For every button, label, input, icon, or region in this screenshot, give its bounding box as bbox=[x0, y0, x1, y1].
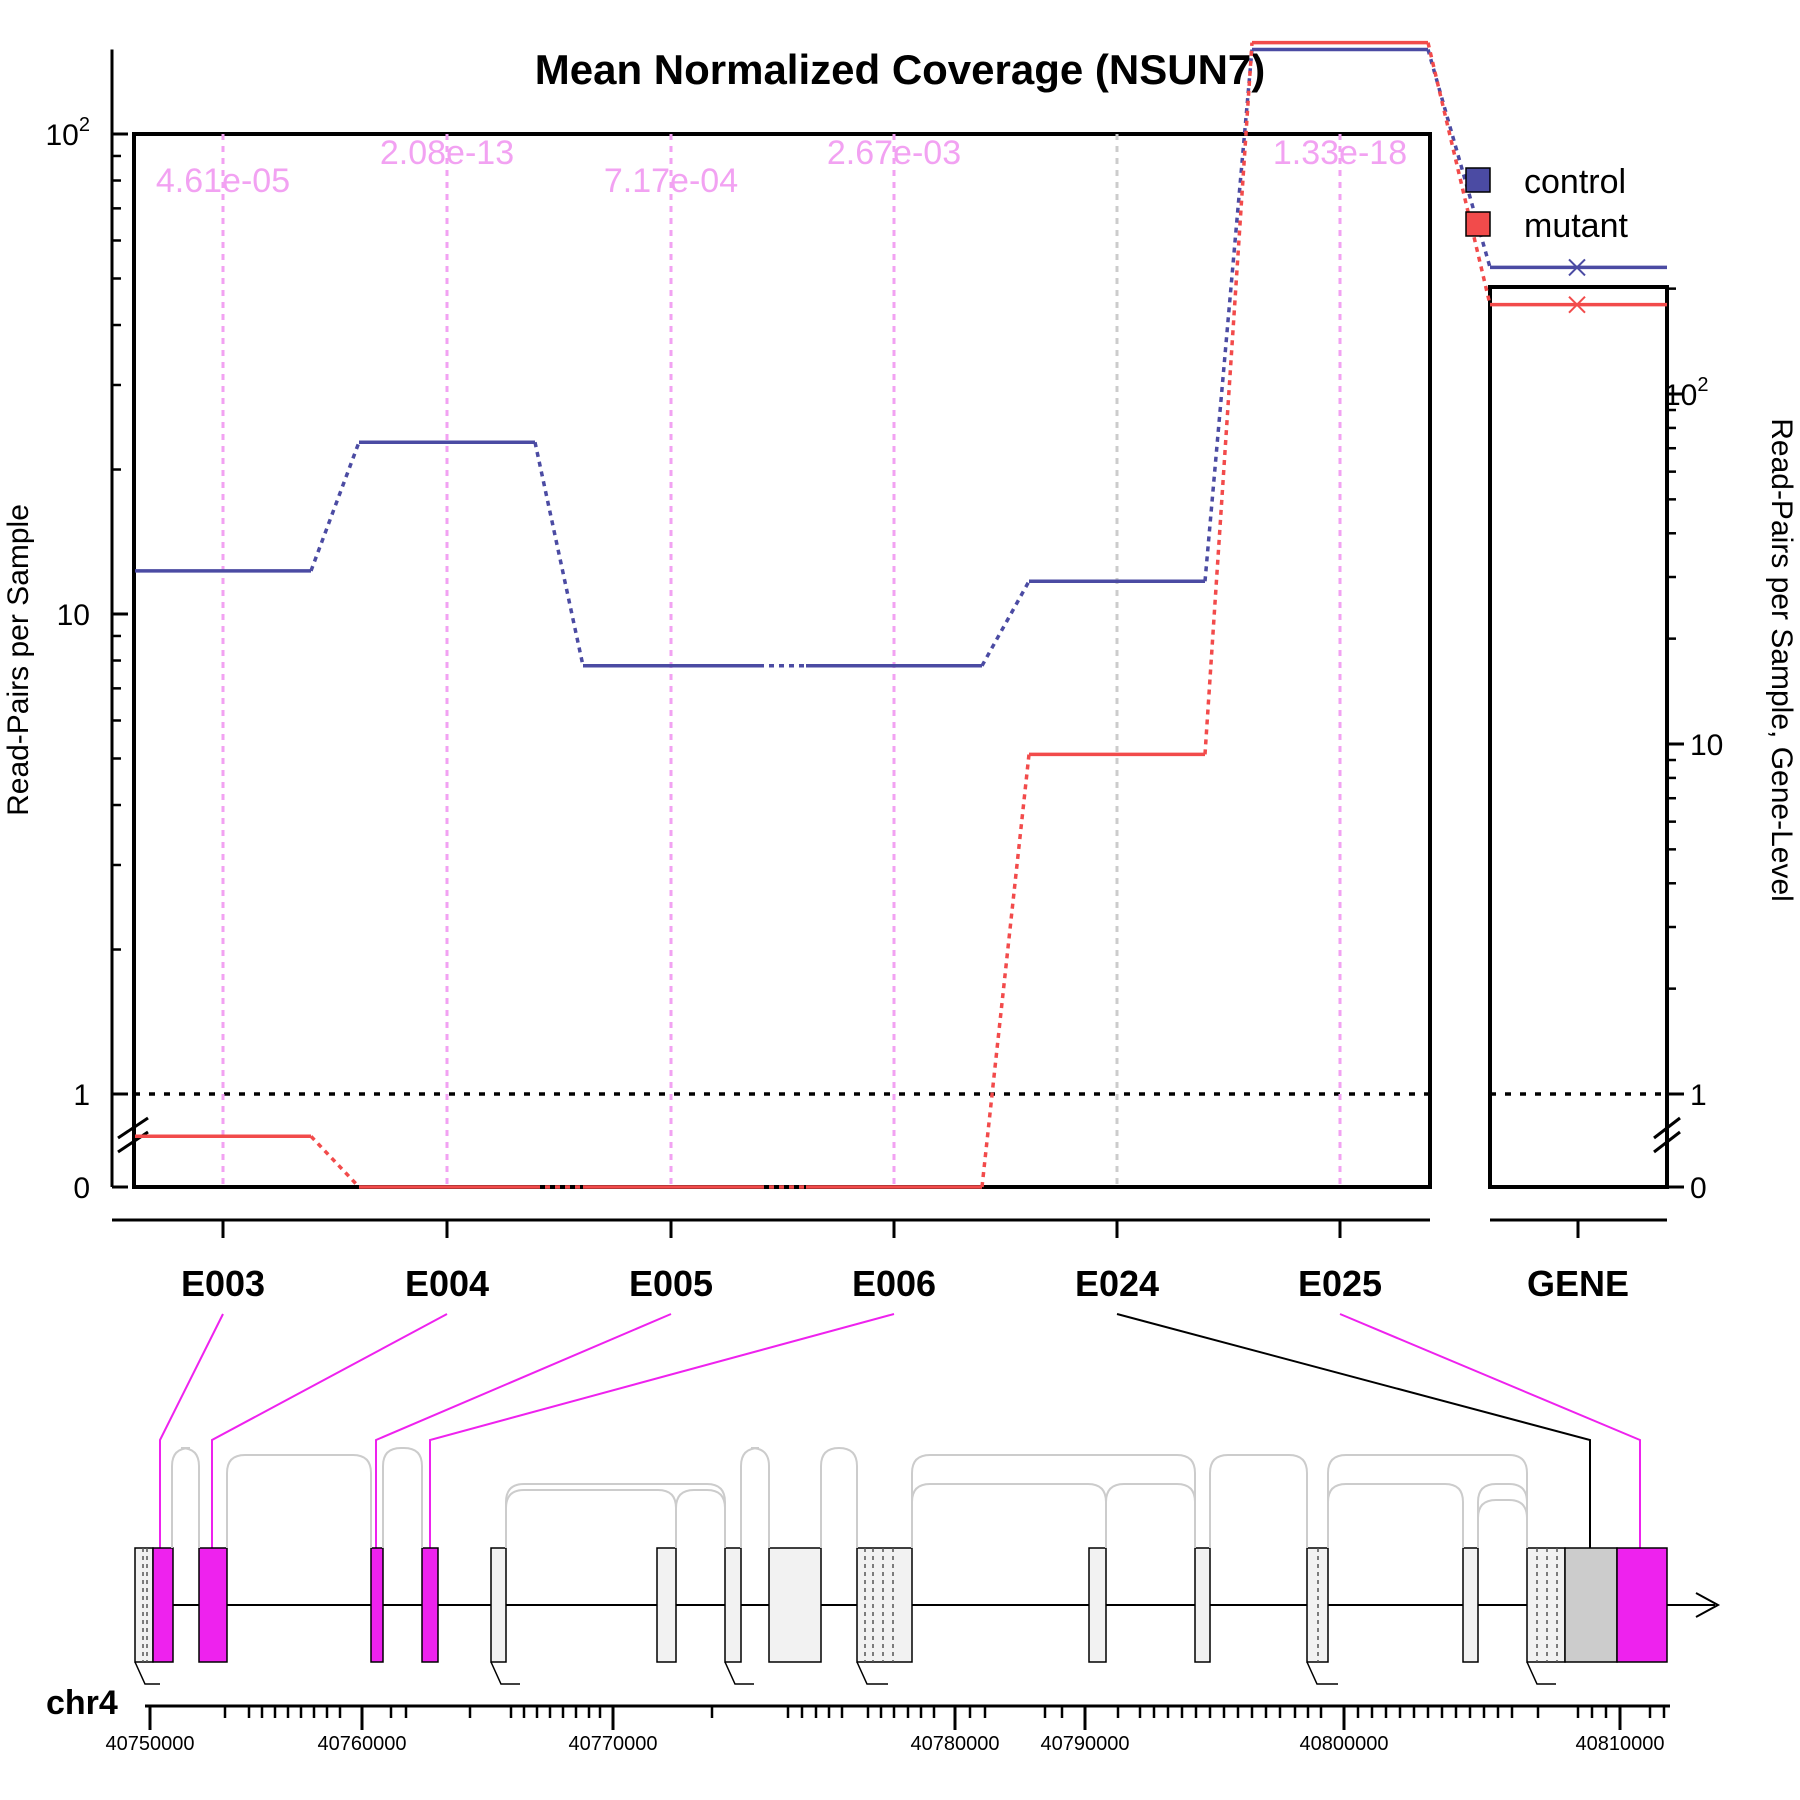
x-axis: E003 E004 E005 E006 E024 E025 GENE bbox=[112, 1220, 1667, 1304]
genomic-tick-label: 40770000 bbox=[569, 1733, 658, 1755]
exon-label: E006 bbox=[852, 1263, 936, 1304]
right-tick-label: 10 bbox=[1690, 729, 1723, 762]
left-tick-label: 102 bbox=[46, 114, 91, 152]
exon-box bbox=[1089, 1548, 1106, 1662]
genomic-tick-label: 40790000 bbox=[1041, 1733, 1130, 1755]
exon-box bbox=[657, 1548, 676, 1662]
pvalue-label: 1.33e-18 bbox=[1273, 134, 1407, 172]
splice-junction-arc bbox=[821, 1448, 857, 1548]
pvalue-label: 2.08e-13 bbox=[380, 134, 514, 172]
gene-label: GENE bbox=[1527, 1263, 1629, 1304]
exon-box bbox=[1565, 1548, 1617, 1662]
transcript-hook bbox=[491, 1662, 520, 1684]
exon-box bbox=[769, 1548, 821, 1662]
chromosome-label: chr4 bbox=[46, 1684, 118, 1722]
coverage-series bbox=[135, 43, 1490, 1187]
splice-junction-arc bbox=[227, 1455, 371, 1548]
control-connector bbox=[311, 442, 359, 571]
exon-box bbox=[371, 1548, 383, 1662]
splice-junction-arc bbox=[1328, 1455, 1527, 1548]
right-tick-exponent: 2 bbox=[1697, 374, 1708, 396]
right-tick-label: 1 bbox=[1690, 1079, 1707, 1112]
control-connector bbox=[982, 581, 1029, 666]
exon-connector bbox=[1117, 1314, 1590, 1548]
splice-junction-arc bbox=[1210, 1455, 1307, 1548]
legend-swatch-control bbox=[1466, 168, 1490, 192]
genomic-tick-label: 40760000 bbox=[318, 1733, 407, 1755]
exon-box bbox=[491, 1548, 506, 1662]
right-tick-label: 102 bbox=[1664, 374, 1709, 412]
splice-junction-arc bbox=[383, 1448, 422, 1548]
transcript-hook bbox=[725, 1662, 754, 1684]
exon-box bbox=[135, 1548, 153, 1662]
splice-junction-arc bbox=[506, 1490, 676, 1548]
splice-junction-arc bbox=[172, 1448, 199, 1548]
left-tick-label: 0 bbox=[73, 1172, 90, 1205]
exon-connector bbox=[212, 1314, 447, 1548]
exon-box bbox=[1617, 1548, 1667, 1662]
transcript-model bbox=[135, 1448, 1718, 1684]
exon-box bbox=[1195, 1548, 1210, 1662]
pvalue-labels: 4.61e-05 2.08e-13 7.17e-04 2.67e-03 1.33e-18 bbox=[156, 134, 1407, 200]
exon-label: E004 bbox=[405, 1263, 489, 1304]
exon-connector bbox=[430, 1314, 894, 1548]
left-tick-exponent: 2 bbox=[79, 114, 90, 136]
y-axis-label-right: Read-Pairs per Sample, Gene-Level bbox=[1765, 418, 1798, 902]
genomic-tick-label: 40800000 bbox=[1300, 1733, 1389, 1755]
splice-junction-arc bbox=[1328, 1484, 1463, 1548]
legend-label-mutant: mutant bbox=[1524, 207, 1628, 245]
control-connector bbox=[1205, 49, 1252, 581]
exon-label: E003 bbox=[181, 1263, 265, 1304]
exon-box bbox=[1463, 1548, 1478, 1662]
legend-swatch-mutant bbox=[1466, 212, 1490, 236]
splice-junction-arc bbox=[1478, 1484, 1527, 1548]
left-tick-label: 1 bbox=[73, 1079, 90, 1112]
right-y-axis: 0 1 10 102 bbox=[1654, 289, 1723, 1205]
genomic-tick-label: 40750000 bbox=[106, 1733, 195, 1755]
splice-junction-arc bbox=[1106, 1484, 1195, 1548]
exon-label: E025 bbox=[1298, 1263, 1382, 1304]
exon-box bbox=[422, 1548, 438, 1662]
exon-box bbox=[1527, 1548, 1565, 1662]
exon-label: E024 bbox=[1075, 1263, 1159, 1304]
transcript-hook bbox=[857, 1662, 888, 1684]
pvalue-label: 7.17e-04 bbox=[604, 162, 738, 200]
mutant-connector bbox=[311, 1136, 359, 1187]
exon-box bbox=[153, 1548, 173, 1662]
chart-title: Mean Normalized Coverage (NSUN7) bbox=[535, 46, 1266, 93]
genomic-axis: 40750000 40760000 40770000 40780000 40790000… bbox=[106, 1706, 1670, 1755]
left-tick-label: 10 bbox=[57, 599, 90, 632]
transcript-hook bbox=[1307, 1662, 1338, 1684]
mutant-connector bbox=[982, 754, 1029, 1187]
genomic-tick-label: 40780000 bbox=[911, 1733, 1000, 1755]
exon-box bbox=[725, 1548, 741, 1662]
gene-plot-frame bbox=[1490, 287, 1667, 1187]
splice-junction-arc bbox=[912, 1484, 1106, 1548]
y-axis-label: Read-Pairs per Sample bbox=[2, 504, 35, 816]
splice-junction-arc bbox=[912, 1455, 1195, 1548]
splice-junction-arc bbox=[506, 1484, 725, 1548]
legend: control mutant bbox=[1466, 163, 1628, 245]
right-tick-label: 0 bbox=[1690, 1172, 1707, 1205]
transcript-hook bbox=[1527, 1662, 1556, 1684]
exon-connector bbox=[376, 1314, 671, 1548]
exon-connector bbox=[1340, 1314, 1640, 1548]
exon-connector bbox=[160, 1314, 223, 1548]
transcript-hook bbox=[135, 1662, 160, 1684]
splice-junction-arc bbox=[1478, 1500, 1527, 1548]
control-connector bbox=[535, 442, 583, 666]
exon-label: E005 bbox=[629, 1263, 713, 1304]
splice-junction-arc bbox=[741, 1448, 769, 1548]
series-mutant bbox=[135, 43, 1490, 1187]
mutant-connector bbox=[1205, 43, 1252, 755]
pvalue-label: 4.61e-05 bbox=[156, 162, 290, 200]
exon-guide-lines bbox=[134, 134, 1667, 1187]
exon-box bbox=[199, 1548, 227, 1662]
pvalue-label: 2.67e-03 bbox=[827, 134, 961, 172]
splice-junction-arc bbox=[676, 1490, 725, 1548]
genomic-tick-label: 40810000 bbox=[1576, 1733, 1665, 1755]
legend-label-control: control bbox=[1524, 163, 1626, 201]
